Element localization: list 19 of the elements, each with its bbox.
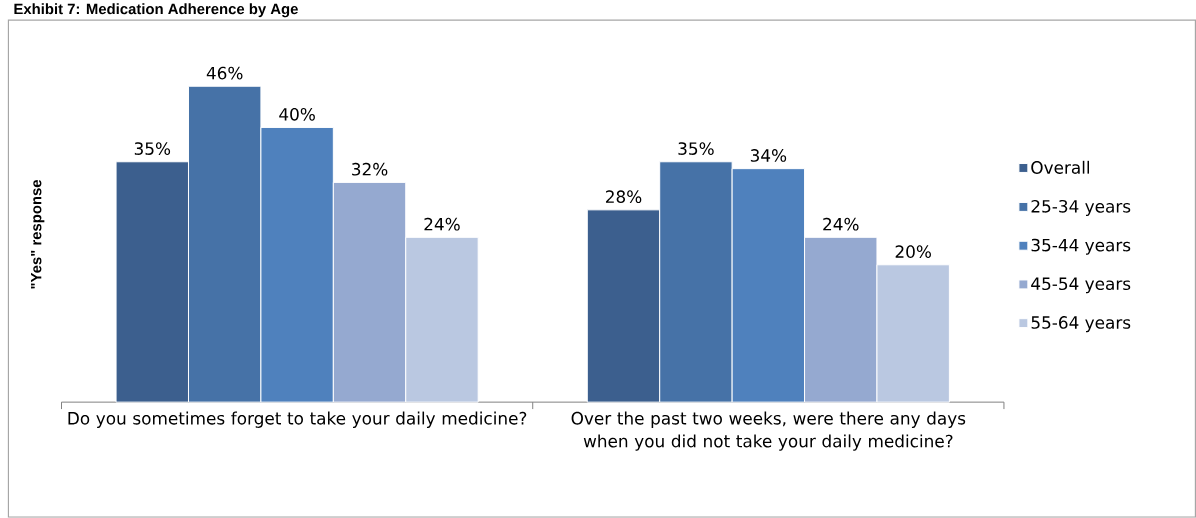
x-tick-label: Do you sometimes forget to take your daily medicine?: [68, 411, 527, 428]
x-tick-label: Over the past two weeks, were there any days when you did not take your daily medicine?: [571, 411, 966, 451]
data-label: 32%: [352, 162, 388, 176]
y-axis-title: "Yes" response: [31, 180, 45, 289]
data-label: 24%: [823, 217, 859, 231]
legend-label: 25-34 years: [1031, 200, 1131, 217]
chart-title: Exhibit 7: Medication Adherence by Age: [14, 3, 298, 18]
legend-label: 45-54 years: [1031, 277, 1131, 294]
data-label: 20%: [895, 245, 931, 259]
data-label: 24%: [424, 217, 460, 231]
data-label: 34%: [750, 149, 787, 162]
data-label: 46%: [206, 66, 243, 80]
legend-label: Overall: [1031, 160, 1090, 174]
data-label: 40%: [279, 107, 315, 121]
legend-label: 55-64 years: [1031, 316, 1131, 333]
data-label: 28%: [605, 190, 642, 204]
data-label: 35%: [134, 142, 171, 156]
data-label: 35%: [678, 142, 714, 156]
legend-label: 35-44 years: [1031, 238, 1131, 255]
